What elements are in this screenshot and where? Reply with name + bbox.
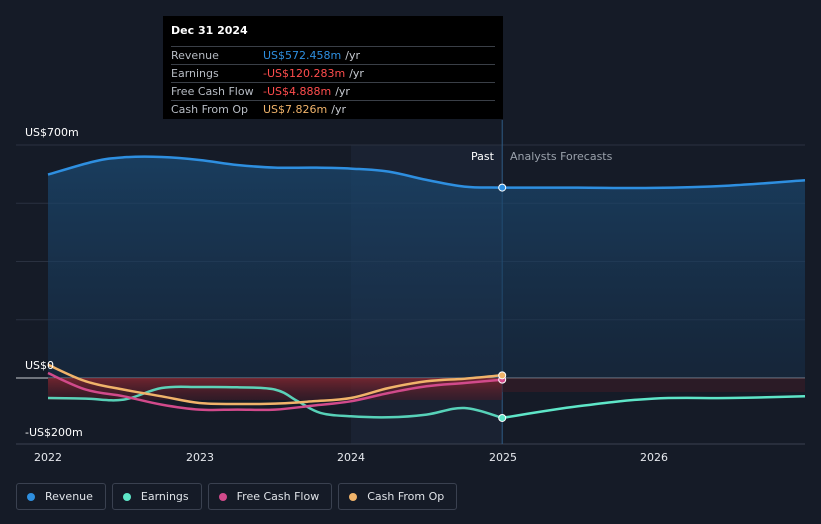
legend-label: Free Cash Flow xyxy=(236,490,320,503)
tooltip-row-free-cash-flow: Free Cash Flow -US$4.888m /yr xyxy=(171,82,495,100)
x-tick-label-2022: 2022 xyxy=(34,451,62,464)
earnings-line xyxy=(47,385,503,420)
series-lines xyxy=(47,155,806,420)
legend: Revenue Earnings Free Cash Flow Cash Fro… xyxy=(16,483,458,510)
negative-area-forecast xyxy=(502,378,805,392)
y-tick-label-neg200: -US$200m xyxy=(25,426,83,439)
tooltip-value: US$572.458m xyxy=(263,49,342,62)
legend-label: Cash From Op xyxy=(367,490,445,503)
forecast-label: Analysts Forecasts xyxy=(510,150,613,163)
past-label: Past xyxy=(471,150,494,163)
tooltip-label: Cash From Op xyxy=(171,103,249,116)
tooltip-unit: /yr xyxy=(331,103,346,116)
earnings-point xyxy=(498,413,507,422)
revenue-line xyxy=(47,155,806,190)
tooltip-value: -US$4.888m xyxy=(263,85,332,98)
x-tick-label-2026: 2026 xyxy=(640,451,668,464)
tooltip-row-revenue: Revenue US$572.458m /yr xyxy=(171,46,495,64)
earnings-line-forecast xyxy=(502,395,806,420)
legend-label: Earnings xyxy=(140,490,189,503)
area-fills xyxy=(48,156,805,400)
tooltip-label: Earnings xyxy=(171,67,219,80)
legend-dot-icon xyxy=(218,492,227,501)
tooltip-date: Dec 31 2024 xyxy=(171,24,248,37)
legend-item-earnings[interactable]: Earnings xyxy=(111,483,202,510)
tooltip-unit: /yr xyxy=(349,67,364,80)
x-tick-label-2024: 2024 xyxy=(337,451,365,464)
revenue-area xyxy=(48,156,805,378)
tooltip-row-earnings: Earnings -US$120.283m /yr xyxy=(171,64,495,82)
legend-label: Revenue xyxy=(45,490,93,503)
cash-from-op-line xyxy=(47,363,503,406)
highlight-points xyxy=(498,183,507,422)
tooltip-unit: /yr xyxy=(335,85,350,98)
tooltip-label: Free Cash Flow xyxy=(171,85,254,98)
tooltip-value: -US$120.283m xyxy=(263,67,346,80)
tooltip-unit: /yr xyxy=(345,49,360,62)
revenue-point xyxy=(498,183,507,192)
y-tick-label-700: US$700m xyxy=(25,126,79,139)
legend-item-revenue[interactable]: Revenue xyxy=(16,483,106,510)
legend-item-cash-from-op[interactable]: Cash From Op xyxy=(338,483,458,510)
legend-dot-icon xyxy=(349,492,358,501)
cash-from-op-point xyxy=(498,371,507,380)
x-tick-label-2023: 2023 xyxy=(186,451,214,464)
free-cash-flow-line xyxy=(47,371,503,412)
tooltip: Dec 31 2024 Revenue US$572.458m /yr Earn… xyxy=(163,16,503,119)
legend-dot-icon xyxy=(27,492,35,501)
tooltip-value: US$7.826m xyxy=(263,103,328,116)
tooltip-label: Revenue xyxy=(171,49,219,62)
x-tick-label-2025: 2025 xyxy=(489,451,517,464)
tooltip-row-cash-from-op: Cash From Op US$7.826m /yr xyxy=(171,100,495,118)
y-tick-label-0: US$0 xyxy=(25,359,55,372)
legend-dot-icon xyxy=(122,492,131,501)
legend-item-free-cash-flow[interactable]: Free Cash Flow xyxy=(207,483,333,510)
